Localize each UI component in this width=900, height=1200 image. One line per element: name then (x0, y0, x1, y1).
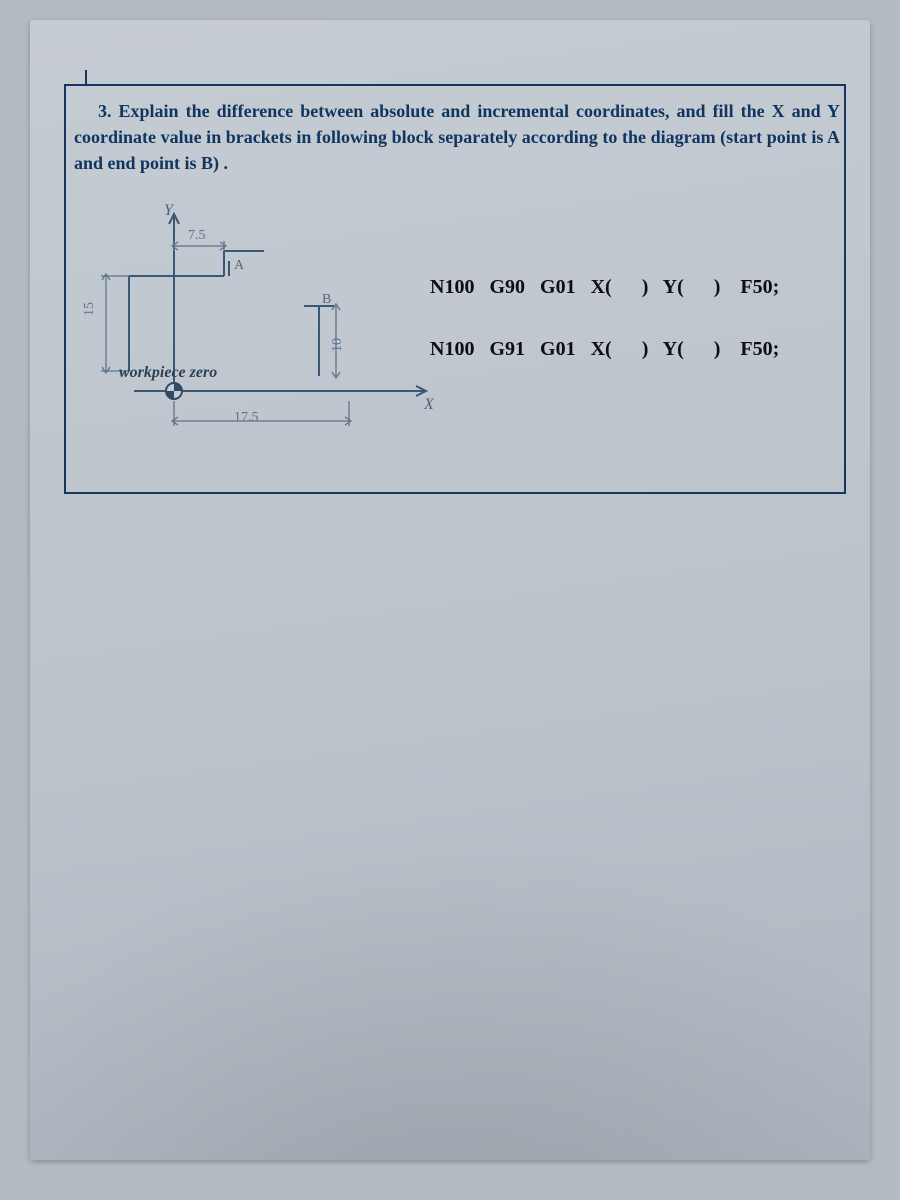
y-axis-label: Y (164, 202, 173, 220)
g-n: N100 (430, 276, 474, 298)
question-body: Explain the difference between absolute … (74, 101, 840, 173)
g-f: F50 (740, 338, 772, 360)
g-n: N100 (430, 338, 474, 360)
gcode-row: N100 G90 G01 X( ) Y( ) F50; (430, 241, 779, 303)
workpiece-zero-label: workpiece zero (119, 364, 217, 382)
x-axis-label: X (424, 396, 434, 414)
workpiece-zero-icon (166, 383, 182, 399)
question-text: 3. Explain the difference between absolu… (74, 98, 840, 176)
gcode-row: N100 G91 G01 X( ) Y( ) F50; (430, 303, 779, 365)
g-xc: ) (642, 276, 649, 298)
g-f: F50 (740, 276, 772, 298)
point-a-label: A (234, 258, 244, 274)
question-number: 3. (98, 101, 112, 121)
g-yc: ) (714, 276, 721, 298)
coordinate-diagram: Y X A B 7.5 17.5 15 10 workpiece zero (74, 206, 434, 486)
dim-left: 15 (82, 302, 98, 316)
point-b-label: B (322, 292, 331, 308)
g-term: ; (773, 338, 780, 360)
g-x: X( (591, 276, 612, 298)
g-mode: G90 (489, 276, 525, 298)
g-term: ; (773, 276, 780, 298)
worksheet-page: 3. Explain the difference between absolu… (30, 20, 870, 1160)
gcode-block: N100 G90 G01 X( ) Y( ) F50; N100 G91 G01… (430, 210, 779, 396)
g-move: G01 (540, 338, 576, 360)
dim-right: 10 (330, 338, 346, 352)
frame-notch (85, 70, 87, 84)
g-xc: ) (642, 338, 649, 360)
dim-top: 7.5 (188, 228, 206, 244)
g-y: Y( (663, 276, 684, 298)
g-y: Y( (663, 338, 684, 360)
dim-bottom: 17.5 (234, 410, 259, 426)
g-x: X( (591, 338, 612, 360)
g-move: G01 (540, 276, 576, 298)
g-mode: G91 (489, 338, 525, 360)
g-yc: ) (714, 338, 721, 360)
diagram-svg (74, 206, 434, 466)
